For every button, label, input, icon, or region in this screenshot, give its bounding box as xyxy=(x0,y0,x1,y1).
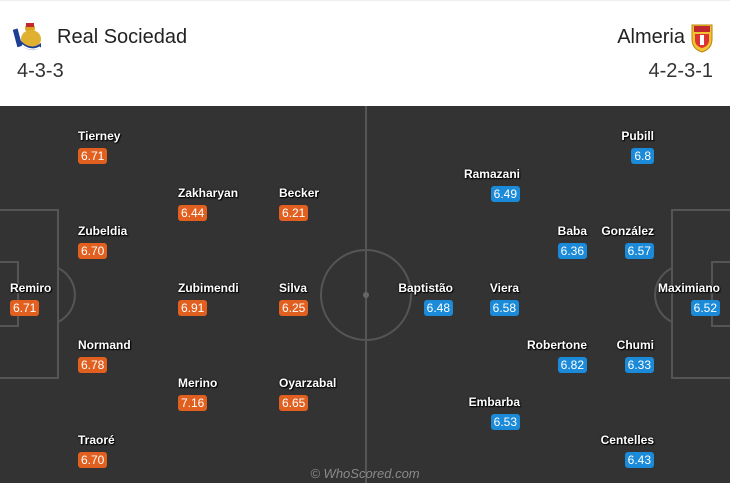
away-player[interactable]: Pubill 6.8 xyxy=(621,129,654,164)
player-rating-badge: 6.91 xyxy=(178,300,208,316)
player-rating-badge: 6.44 xyxy=(178,205,208,221)
player-name: Becker xyxy=(279,186,320,200)
match-header: Real Sociedad 4-3-3 Almeria 4-2-3-1 xyxy=(0,0,730,106)
away-player[interactable]: Centelles 6.43 xyxy=(601,433,654,468)
player-rating-badge: 6.36 xyxy=(557,243,587,259)
away-player[interactable]: Baptistão 6.48 xyxy=(398,281,453,316)
player-rating-badge: 7.16 xyxy=(178,395,208,411)
player-name: Merino xyxy=(178,376,218,390)
player-rating-badge: 6.70 xyxy=(78,243,108,259)
away-player[interactable]: Embarba 6.53 xyxy=(469,395,520,430)
player-rating-badge: 6.25 xyxy=(279,300,309,316)
player-rating-badge: 6.70 xyxy=(78,452,108,468)
away-player[interactable]: Chumi 6.33 xyxy=(617,338,654,373)
player-rating-badge: 6.48 xyxy=(423,300,453,316)
player-rating-badge: 6.43 xyxy=(624,452,654,468)
player-name: Traoré xyxy=(78,433,115,447)
home-formation: 4-3-3 xyxy=(17,60,64,82)
player-rating-badge: 6.57 xyxy=(624,243,654,259)
player-name: Silva xyxy=(279,281,308,295)
player-name: González xyxy=(601,224,654,238)
home-team-name: Real Sociedad xyxy=(57,26,188,48)
away-player[interactable]: Maximiano 6.52 xyxy=(658,281,720,316)
home-player[interactable]: Silva 6.25 xyxy=(279,281,309,316)
away-player[interactable]: Robertone 6.82 xyxy=(527,338,587,373)
pitch-markings xyxy=(0,106,730,483)
player-name: Zubeldia xyxy=(78,224,128,238)
player-rating-badge: 6.52 xyxy=(690,300,720,316)
away-player[interactable]: Baba 6.36 xyxy=(557,224,587,259)
player-name: Oyarzabal xyxy=(279,376,337,390)
home-player[interactable]: Tierney 6.71 xyxy=(78,129,120,164)
away-player[interactable]: Viera 6.58 xyxy=(489,281,519,316)
player-rating-badge: 6.65 xyxy=(279,395,309,411)
player-name: Ramazani xyxy=(463,167,520,181)
home-player[interactable]: Remiro 6.71 xyxy=(10,281,51,316)
away-formation: 4-2-3-1 xyxy=(648,60,713,82)
watermark: © WhoScored.com xyxy=(310,466,420,481)
pitch: Tierney 6.71 Zakharyan 6.44 Becker 6.21 Zubeld… xyxy=(0,106,730,483)
player-rating-badge: 6.8 xyxy=(631,148,654,164)
player-rating-badge: 6.82 xyxy=(557,357,587,373)
player-name: Embarba xyxy=(468,395,520,409)
home-player[interactable]: Becker 6.21 xyxy=(279,186,319,221)
home-player[interactable]: Traoré 6.70 xyxy=(78,433,115,468)
home-player[interactable]: Zubimendi 6.91 xyxy=(178,281,239,316)
player-name: Tierney xyxy=(78,129,121,143)
player-name: Zakharyan xyxy=(178,186,239,200)
player-name: Centelles xyxy=(600,433,654,447)
player-name: Chumi xyxy=(616,338,654,352)
player-name: Viera xyxy=(489,281,519,295)
player-rating-badge: 6.71 xyxy=(10,300,40,316)
player-rating-badge: 6.78 xyxy=(78,357,108,373)
player-rating-badge: 6.21 xyxy=(279,205,309,221)
home-player[interactable]: Zakharyan 6.44 xyxy=(178,186,238,221)
away-team-name: Almeria xyxy=(617,26,685,48)
home-player[interactable]: Zubeldia 6.70 xyxy=(78,224,127,259)
home-player[interactable]: Normand 6.78 xyxy=(78,338,131,373)
almeria-crest-icon xyxy=(691,24,713,53)
home-player[interactable]: Merino 7.16 xyxy=(178,376,217,411)
player-name: Normand xyxy=(78,338,131,352)
player-rating-badge: 6.71 xyxy=(78,148,108,164)
away-player[interactable]: González 6.57 xyxy=(601,224,654,259)
player-rating-badge: 6.33 xyxy=(624,357,654,373)
player-name: Maximiano xyxy=(657,281,720,295)
player-name: Robertone xyxy=(527,338,587,352)
player-name: Baptistão xyxy=(398,281,453,295)
player-rating-badge: 6.58 xyxy=(489,300,519,316)
real-sociedad-crest-icon xyxy=(13,23,41,51)
player-rating-badge: 6.53 xyxy=(490,414,520,430)
player-name: Baba xyxy=(557,224,587,238)
away-player[interactable]: Ramazani 6.49 xyxy=(464,167,520,202)
home-player[interactable]: Oyarzabal 6.65 xyxy=(279,376,336,411)
player-name: Zubimendi xyxy=(178,281,239,295)
player-name: Remiro xyxy=(10,281,52,295)
player-name: Pubill xyxy=(621,129,654,143)
player-rating-badge: 6.49 xyxy=(490,186,520,202)
